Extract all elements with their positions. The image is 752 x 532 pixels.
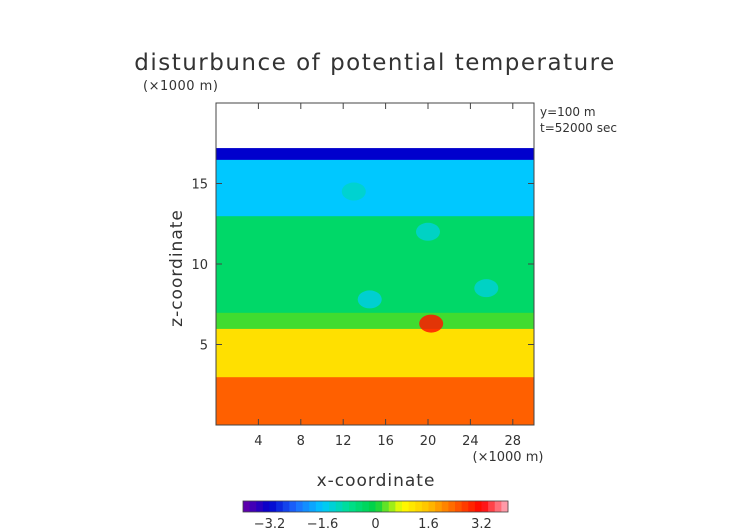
- colorbar-swatch: [468, 501, 476, 512]
- x-axis: 4 8 12 16 20 24 28: [254, 103, 521, 449]
- colorbar-swatch: [488, 501, 496, 512]
- colorbar-swatch: [296, 501, 304, 512]
- colorbar-swatch: [448, 501, 456, 512]
- colorbar-swatch: [269, 501, 277, 512]
- field-band-1: [216, 328, 534, 378]
- x-tick-label: 16: [377, 434, 394, 449]
- colorbar-swatch: [282, 501, 290, 512]
- colorbar-frame: [242, 500, 509, 513]
- x-tick-label: 12: [335, 434, 352, 449]
- colorbar-swatch: [382, 501, 390, 512]
- colorbar-tick-label: −1.6: [307, 517, 339, 532]
- x-axis-unit: (×1000 m): [473, 450, 544, 465]
- field-band-4: [216, 159, 534, 217]
- heatmap-field: [216, 148, 534, 425]
- field-band-5: [216, 148, 534, 160]
- colorbar-swatch: [435, 501, 443, 512]
- colorbar-swatch: [276, 501, 284, 512]
- annotation-y-position: y=100 m: [540, 105, 596, 119]
- y-tick-label: 15: [191, 178, 208, 193]
- x-axis-label: x-coordinate: [317, 471, 436, 491]
- x-tick-label: 28: [505, 434, 522, 449]
- colorbar-swatch: [342, 501, 350, 512]
- colorbar-swatch: [289, 501, 297, 512]
- x-tick-label: 20: [420, 434, 437, 449]
- field-band-2: [216, 312, 534, 329]
- colorbar-swatch: [368, 501, 376, 512]
- colorbar-tick-label: 0: [371, 517, 379, 532]
- colorbar-swatch: [388, 501, 396, 512]
- colorbar-swatch: [441, 501, 449, 512]
- colorbar-swatch: [349, 501, 357, 512]
- colorbar-swatch: [494, 501, 502, 512]
- y-tick-label: 10: [191, 258, 208, 273]
- colorbar-swatch: [355, 501, 363, 512]
- field-band-0: [216, 376, 534, 425]
- colorbar-tick-label: 1.6: [418, 517, 439, 532]
- field-feature-1: [419, 314, 444, 333]
- colorbar-swatch: [455, 501, 463, 512]
- colorbar-swatch: [428, 501, 436, 512]
- colorbar-swatch: [395, 501, 403, 512]
- field-feature-3: [474, 279, 499, 298]
- colorbar-tick-label: 3.2: [471, 517, 492, 532]
- colorbar-swatch: [256, 501, 264, 512]
- colorbar-swatch: [315, 501, 323, 512]
- colorbar-swatch: [243, 501, 251, 512]
- y-axis: 5 10 15: [191, 178, 534, 354]
- colorbar-swatch: [375, 501, 383, 512]
- y-tick-label: 5: [200, 339, 208, 354]
- colorbar-swatch: [421, 501, 429, 512]
- colorbar: −3.2 −1.6 0 1.6 3.2: [242, 500, 509, 532]
- colorbar-swatch: [262, 501, 270, 512]
- colorbar-swatch: [461, 501, 469, 512]
- chart-title: disturbunce of potential temperature: [134, 50, 616, 76]
- x-tick-label: 8: [297, 434, 305, 449]
- y-axis-label: z-coordinate: [167, 209, 187, 327]
- x-tick-label: 4: [254, 434, 262, 449]
- colorbar-swatch: [309, 501, 317, 512]
- colorbar-swatch: [474, 501, 482, 512]
- field-feature-0: [341, 182, 366, 201]
- colorbar-tick-label: −3.2: [254, 517, 286, 532]
- field-feature-2: [357, 290, 382, 309]
- field-feature-4: [416, 222, 440, 241]
- colorbar-swatch: [501, 501, 509, 512]
- colorbar-swatch: [249, 501, 257, 512]
- colorbar-swatch: [302, 501, 310, 512]
- colorbar-swatch: [481, 501, 489, 512]
- x-tick-label: 24: [462, 434, 479, 449]
- colorbar-swatch: [322, 501, 330, 512]
- colorbar-swatch: [402, 501, 410, 512]
- colorbar-swatch: [415, 501, 423, 512]
- colorbar-swatch: [329, 501, 337, 512]
- annotation-time: t=52000 sec: [540, 121, 617, 135]
- colorbar-swatch: [362, 501, 370, 512]
- colorbar-swatch: [335, 501, 343, 512]
- z-axis-unit: (×1000 m): [143, 79, 218, 94]
- colorbar-swatch: [408, 501, 416, 512]
